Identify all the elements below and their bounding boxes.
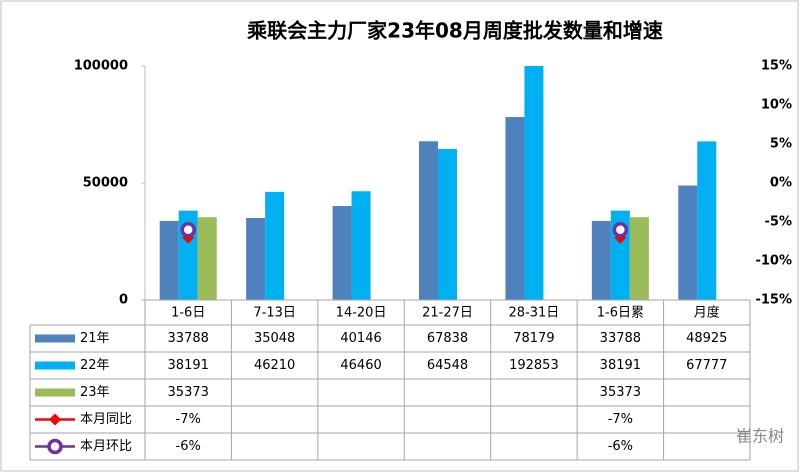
x-tick-label: 1-6日 [171, 306, 205, 321]
legend-swatch [35, 361, 75, 370]
bar [524, 66, 544, 300]
table-cell: 38191 [168, 358, 209, 373]
bar [419, 141, 438, 300]
x-tick-label: 7-13日 [253, 306, 296, 321]
y-tick-label: 50000 [83, 176, 128, 191]
table-cell: 64548 [427, 358, 468, 373]
bar [438, 148, 457, 300]
table-cell: 38191 [600, 358, 641, 373]
table-cell: 46460 [340, 358, 381, 373]
bar [629, 217, 649, 300]
table-cell: -7% [608, 412, 633, 427]
table-cell: 78179 [513, 331, 554, 346]
legend-marker [49, 413, 61, 426]
x-tick-label: 28-31日 [509, 306, 560, 321]
bar [332, 206, 352, 300]
y2-tick-label: 15% [761, 59, 792, 74]
legend-marker [47, 438, 63, 455]
table-cell: 35048 [254, 331, 295, 346]
y2-tick-label: -15% [755, 293, 792, 308]
table-cell: 40146 [340, 331, 381, 346]
table-cell: 33788 [600, 331, 641, 346]
bar [697, 141, 717, 300]
legend-label: 21年 [80, 331, 110, 346]
bar [246, 217, 266, 300]
x-tick-label: 21-27日 [422, 306, 473, 321]
legend-label: 本月同比 [80, 412, 132, 427]
bar [678, 185, 698, 300]
y2-tick-label: 0% [770, 176, 792, 191]
table-cell: 35373 [600, 385, 641, 400]
chart-title: 乘联会主力厂家23年08月周度批发数量和增速 [246, 19, 663, 43]
y-tick-label: 0 [119, 293, 128, 308]
y-tick-label: 100000 [74, 59, 128, 74]
y2-tick-label: 5% [770, 137, 792, 152]
table-cell: 67777 [686, 358, 727, 373]
y2-tick-label: -5% [765, 215, 792, 230]
table-cell: -7% [176, 412, 201, 427]
legend-label: 23年 [80, 385, 110, 400]
bar [505, 117, 525, 300]
legend-swatch [35, 334, 75, 343]
y2-tick-label: -10% [755, 254, 792, 269]
bar [265, 191, 285, 300]
table-cell: 48925 [686, 331, 727, 346]
x-tick-label: 1-6日累 [597, 306, 644, 321]
bar [591, 220, 611, 300]
legend-label: 本月环比 [80, 439, 132, 454]
legend-swatch [35, 388, 75, 397]
legend-label: 22年 [80, 358, 110, 373]
table-cell: 192853 [509, 358, 559, 373]
marker [612, 222, 629, 238]
table-cell: 46210 [254, 358, 295, 373]
watermark: 崔东树 [736, 427, 784, 446]
x-tick-label: 月度 [694, 305, 720, 321]
table-cell: -6% [176, 439, 201, 454]
y2-tick-label: 10% [761, 98, 792, 113]
marker [180, 222, 196, 238]
table-cell: 33788 [168, 331, 209, 346]
bar [159, 220, 179, 300]
bar [197, 217, 217, 300]
bar [351, 191, 371, 300]
table-cell: 67838 [427, 331, 468, 346]
table-cell: -6% [608, 439, 633, 454]
table-cell: 35373 [168, 385, 209, 400]
x-tick-label: 14-20日 [336, 306, 387, 321]
